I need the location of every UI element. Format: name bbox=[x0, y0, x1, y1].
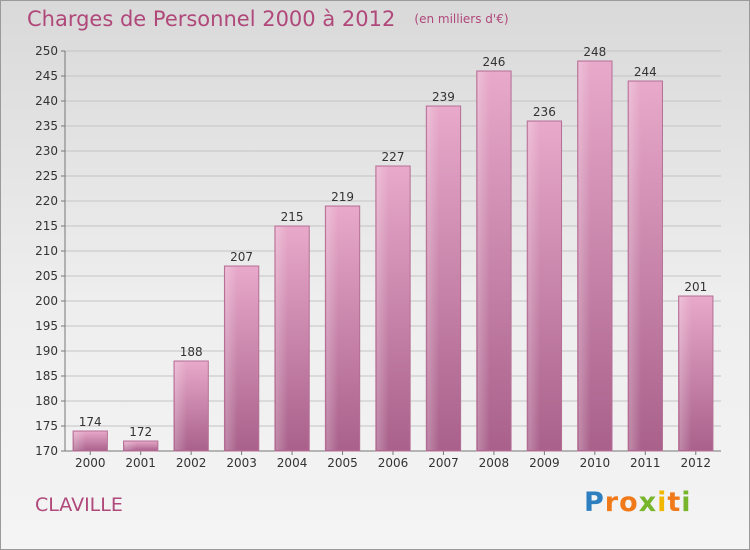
y-tick-label: 230 bbox=[35, 144, 58, 158]
x-tick-label-2011: 2011 bbox=[630, 456, 661, 470]
logo-letter: x bbox=[638, 487, 658, 518]
data-label-2006: 227 bbox=[382, 150, 405, 164]
x-tick-label-2002: 2002 bbox=[176, 456, 207, 470]
data-label-2011: 244 bbox=[634, 65, 657, 79]
y-tick-label: 215 bbox=[35, 219, 58, 233]
chart-title: Charges de Personnel 2000 à 2012 bbox=[27, 7, 396, 31]
chart-subtitle: (en milliers d'€) bbox=[414, 12, 509, 26]
bar-sheen-2003 bbox=[225, 267, 238, 450]
logo-letter: o bbox=[619, 487, 639, 518]
labels: 170 175 180 185 190 195 200 205 210 215 220 225 230 2… bbox=[35, 44, 711, 470]
bar-2001 bbox=[123, 440, 159, 452]
logo-letter: r bbox=[604, 487, 620, 518]
bar-sheen-2001 bbox=[124, 442, 137, 450]
data-label-2007: 239 bbox=[432, 90, 455, 104]
data-label-2001: 172 bbox=[129, 425, 152, 439]
y-tick-label: 250 bbox=[35, 44, 58, 58]
bar-sheen-2004 bbox=[275, 227, 288, 450]
x-tick-label-2008: 2008 bbox=[479, 456, 510, 470]
bar-sheen-2009 bbox=[528, 122, 541, 450]
x-tick-label-2012: 2012 bbox=[680, 456, 711, 470]
y-tick-label: 180 bbox=[35, 394, 58, 408]
data-label-2003: 207 bbox=[230, 250, 253, 264]
bar-sheen-2002 bbox=[174, 362, 188, 450]
y-tick-label: 195 bbox=[35, 319, 58, 333]
logo-letter: i bbox=[681, 487, 692, 518]
data-label-2012: 201 bbox=[684, 280, 707, 294]
city-name: CLAVILLE bbox=[35, 494, 123, 516]
bar-sheen-2007 bbox=[427, 107, 440, 450]
y-tick-label: 175 bbox=[35, 419, 58, 433]
data-label-2000: 174 bbox=[79, 415, 102, 429]
y-tick-label: 240 bbox=[35, 94, 58, 108]
y-tick-label: 200 bbox=[35, 294, 58, 308]
bar-sheen-2008 bbox=[477, 72, 490, 450]
bar-sheen-2012 bbox=[679, 297, 692, 450]
data-label-2004: 215 bbox=[281, 210, 304, 224]
bar-sheen-2000 bbox=[74, 432, 87, 450]
bar-sheen-2006 bbox=[376, 167, 389, 450]
y-tick-label: 205 bbox=[35, 269, 58, 283]
bar-sheen-2010 bbox=[578, 62, 591, 450]
logo-letter: P bbox=[584, 487, 605, 518]
x-tick-label-2010: 2010 bbox=[580, 456, 611, 470]
logo-letter: i bbox=[657, 487, 668, 518]
x-tick-label-2005: 2005 bbox=[327, 456, 358, 470]
x-tick-label-2007: 2007 bbox=[428, 456, 459, 470]
y-tick-label: 245 bbox=[35, 69, 58, 83]
y-tick-label: 170 bbox=[35, 444, 58, 458]
x-tick-label-2003: 2003 bbox=[226, 456, 257, 470]
data-label-2002: 188 bbox=[180, 345, 203, 359]
x-tick-label-2006: 2006 bbox=[378, 456, 409, 470]
bar-sheen-2005 bbox=[326, 207, 339, 450]
bar-sheen-2011 bbox=[629, 82, 642, 450]
x-tick-label-2000: 2000 bbox=[75, 456, 106, 470]
x-tick-label-2009: 2009 bbox=[529, 456, 560, 470]
bars bbox=[72, 60, 714, 452]
x-tick-label-2004: 2004 bbox=[277, 456, 308, 470]
data-label-2005: 219 bbox=[331, 190, 354, 204]
y-tick-label: 190 bbox=[35, 344, 58, 358]
proxiti-logo: Proxiti bbox=[584, 487, 692, 518]
y-tick-label: 220 bbox=[35, 194, 58, 208]
y-tick-label: 210 bbox=[35, 244, 58, 258]
data-label-2008: 246 bbox=[482, 55, 505, 69]
data-label-2009: 236 bbox=[533, 105, 556, 119]
x-tick-label-2001: 2001 bbox=[125, 456, 156, 470]
y-tick-label: 235 bbox=[35, 119, 58, 133]
y-tick-label: 225 bbox=[35, 169, 58, 183]
data-label-2010: 248 bbox=[583, 45, 606, 59]
logo-letter: t bbox=[667, 487, 682, 518]
title-row: Charges de Personnel 2000 à 2012 (en mil… bbox=[27, 7, 509, 31]
y-tick-label: 185 bbox=[35, 369, 58, 383]
